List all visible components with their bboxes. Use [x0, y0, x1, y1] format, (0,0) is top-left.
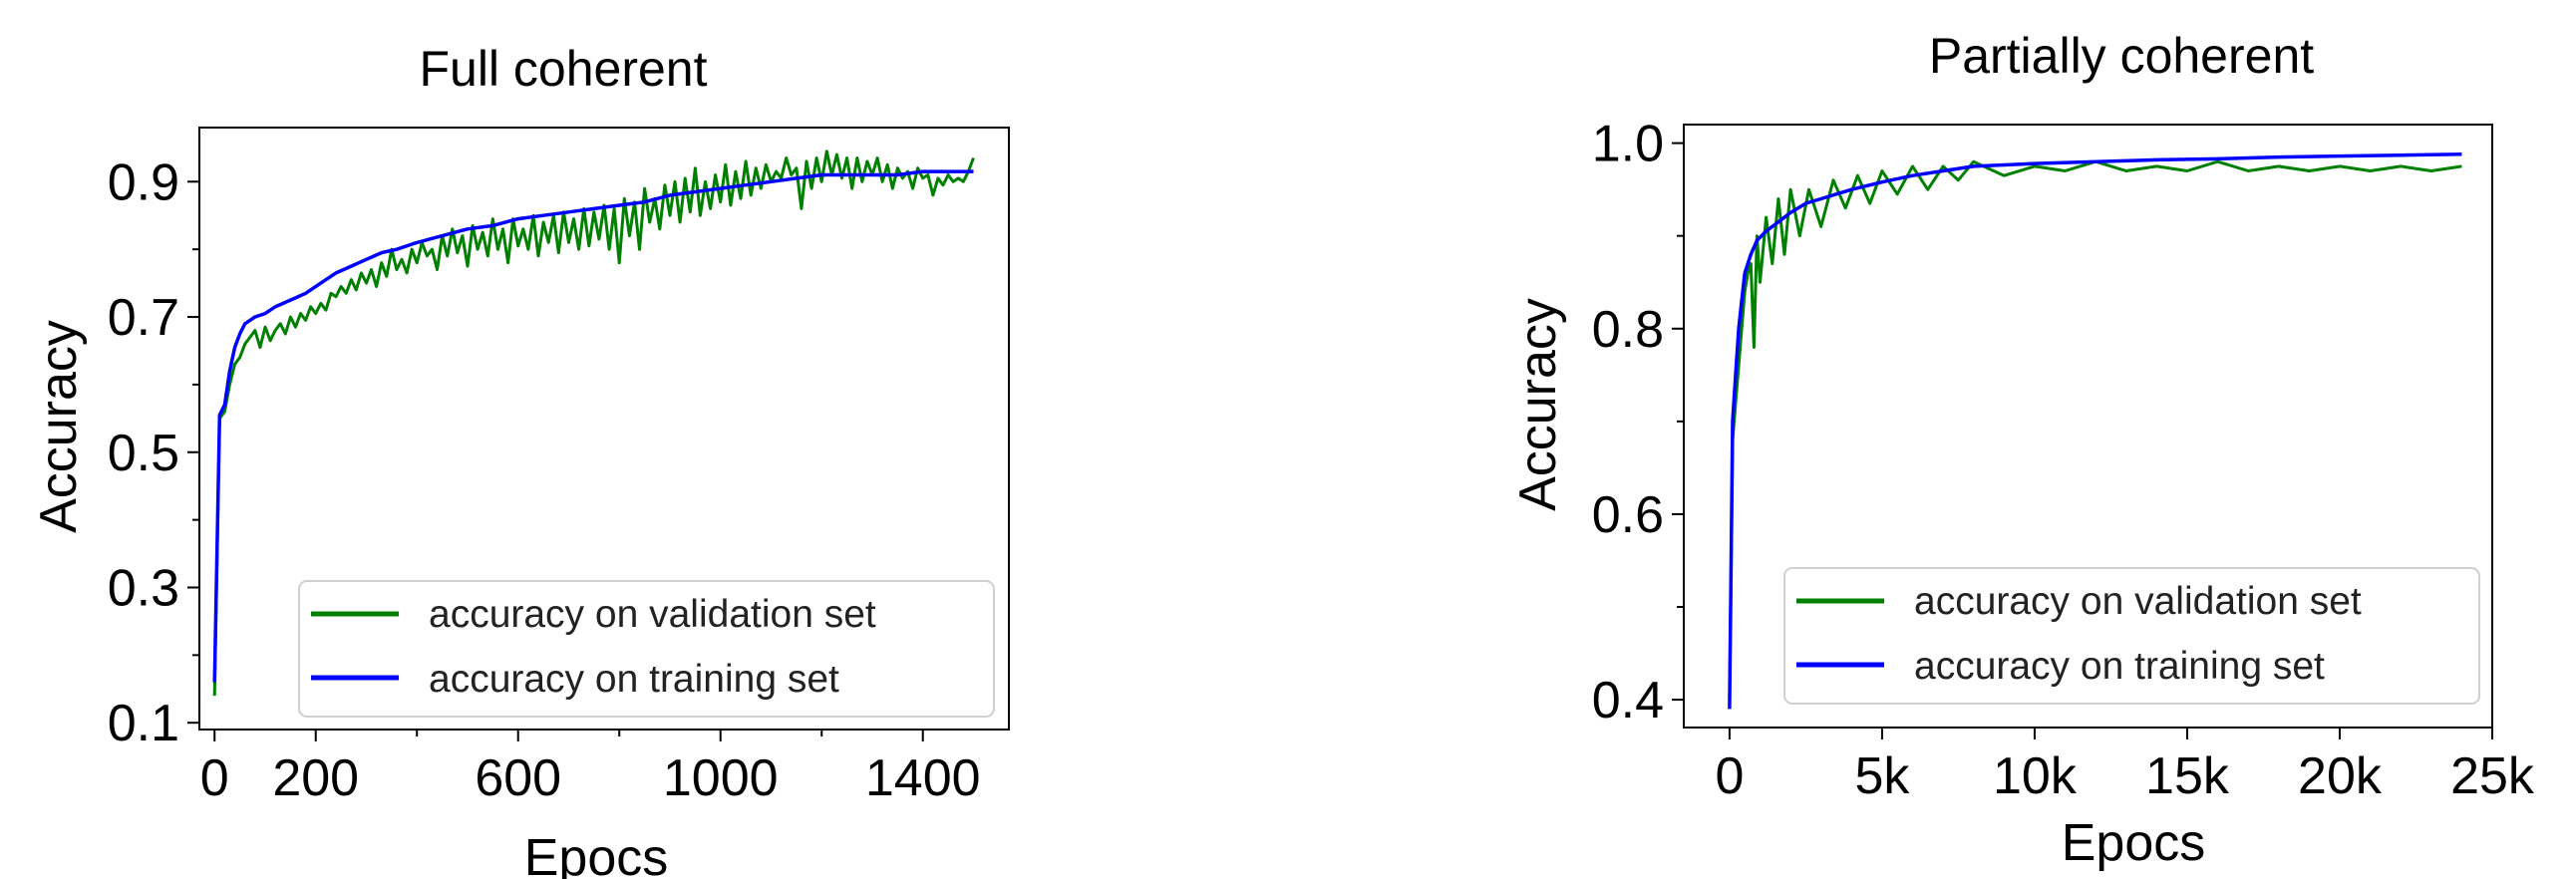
y-axis-label: Accuracy — [1509, 298, 1567, 511]
x-tick-label: 600 — [475, 749, 561, 807]
legend-label-validation: accuracy on validation set — [429, 593, 876, 636]
x-tick-label: 15k — [2145, 747, 2230, 805]
x-tick-label: 200 — [272, 749, 359, 807]
y-tick-label: 0.6 — [1592, 486, 1664, 544]
x-tick-label: 20k — [2298, 747, 2383, 805]
series-line-validation — [212, 149, 975, 697]
x-tick-label: 10k — [1993, 747, 2078, 805]
x-tick-label: 0 — [200, 749, 229, 807]
legend-label-training: accuracy on training set — [429, 658, 839, 701]
legend-box — [1783, 567, 2480, 705]
chart-title: Partially coherent — [1929, 28, 2314, 84]
axes-frame — [1683, 124, 2493, 729]
x-tick-label: 1400 — [865, 749, 981, 807]
y-tick-label: 0.7 — [108, 289, 179, 347]
plot-area: 0.4 0.6 0.8 1.0 0 5k 10k 15k 20k 25k — [1592, 116, 2535, 805]
legend-label-training: accuracy on training set — [1914, 645, 2325, 688]
x-tick-label: 0 — [1715, 747, 1744, 805]
x-tick-label: 1000 — [663, 749, 779, 807]
series-line-training — [212, 169, 974, 683]
y-tick-label: 0.1 — [108, 695, 179, 752]
y-axis-label: Accuracy — [30, 320, 88, 533]
chart-title: Full coherent — [419, 41, 707, 97]
legend-box — [298, 580, 995, 718]
x-tick-label: 25k — [2450, 747, 2535, 805]
plot-area: 0.1 0.3 0.5 0.7 0.9 0 200 600 1000 1400 — [108, 127, 1010, 807]
series-line-training — [1728, 152, 2462, 710]
y-tick-label: 1.0 — [1592, 116, 1664, 173]
legend: accuracy on validation set accuracy on t… — [1783, 567, 2480, 705]
chart-full-coherent: Full coherent Accuracy Epocs 0.10.30.50.… — [30, 41, 1010, 879]
legend-label-validation: accuracy on validation set — [1914, 580, 2362, 623]
y-tick-label: 0.9 — [108, 153, 179, 211]
x-axis-label: Epocs — [524, 829, 669, 879]
x-axis-label: Epocs — [2062, 814, 2206, 872]
axes-frame — [198, 127, 1010, 731]
chart-partially-coherent: Partially coherent Accuracy Epocs 0.4 0.6… — [1509, 28, 2535, 872]
y-tick-label: 0.5 — [108, 425, 179, 482]
y-tick-label: 0.3 — [108, 559, 179, 617]
y-tick-label: 0.8 — [1592, 301, 1664, 359]
legend: accuracy on validation set accuracy on t… — [298, 580, 995, 718]
x-tick-label: 5k — [1854, 747, 1910, 805]
series-line-validation — [1728, 159, 2462, 701]
y-tick-label: 0.4 — [1592, 672, 1664, 730]
